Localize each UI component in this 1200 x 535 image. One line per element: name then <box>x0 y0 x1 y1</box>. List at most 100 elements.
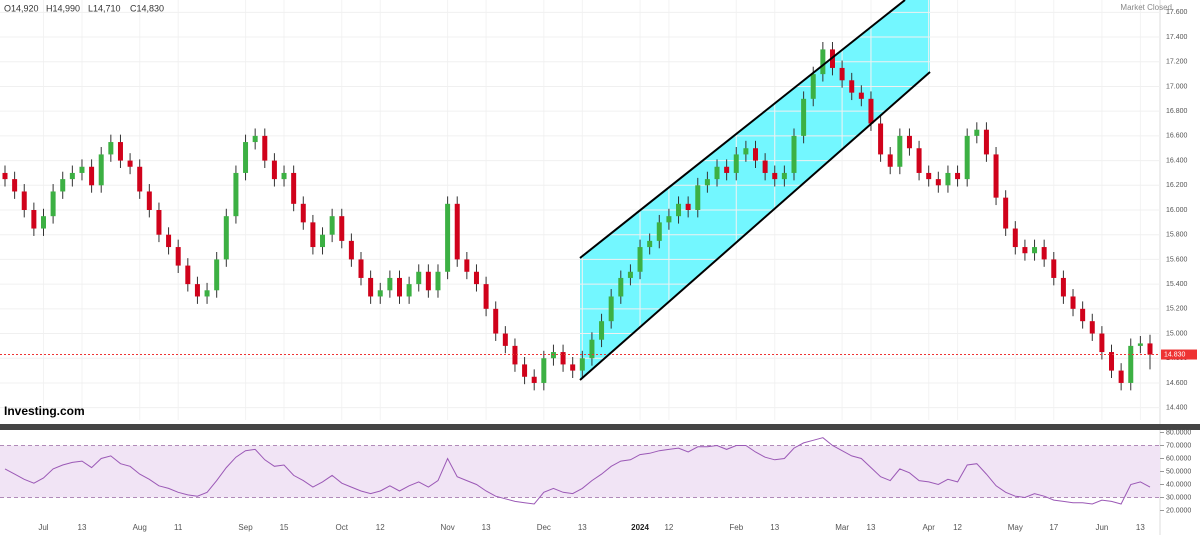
candle-body <box>945 172 951 186</box>
candle-body <box>464 259 470 272</box>
candle-body <box>916 148 922 173</box>
candle-body <box>137 166 143 192</box>
x-tick-label: Dec <box>537 523 551 532</box>
candle-body <box>733 154 739 173</box>
candle-body <box>599 321 605 340</box>
candle-body <box>98 154 104 186</box>
candle-body <box>146 191 152 210</box>
candle-body <box>993 154 999 198</box>
candle-body <box>40 216 46 229</box>
current-price-box <box>1161 349 1197 360</box>
y-tick-label: 17.200 <box>1166 59 1188 66</box>
candle-body <box>704 179 710 186</box>
candle-body <box>60 179 66 192</box>
y-tick-label: 15.800 <box>1166 232 1188 239</box>
x-tick-label: Apr <box>922 523 935 532</box>
candle-body <box>839 67 845 81</box>
candle-body <box>1089 321 1095 334</box>
current-price-label: 14.830 <box>1164 351 1186 358</box>
candle-body <box>329 216 335 235</box>
candle-body <box>762 160 768 173</box>
candle-body <box>983 129 989 155</box>
candle-body <box>589 339 595 359</box>
candle-body <box>204 290 210 297</box>
x-tick-label: 12 <box>953 523 962 532</box>
candle-body <box>1032 247 1038 254</box>
y-tick-label: 15.400 <box>1166 281 1188 288</box>
x-tick-label: Aug <box>133 523 147 532</box>
candle-body <box>820 49 826 75</box>
candle-body <box>69 172 75 180</box>
marks: 14.40014.60014.80015.00015.20015.40015.6… <box>0 3 1197 532</box>
x-tick-label: Mar <box>835 523 849 532</box>
candle-body <box>1041 247 1047 260</box>
candle-body <box>627 271 633 278</box>
y-tick-label: 15.200 <box>1166 306 1188 313</box>
candle-body <box>906 135 912 149</box>
y-tick-label: 16.400 <box>1166 157 1188 164</box>
y-tick-label: 70.0000 <box>1166 442 1191 449</box>
candle-body <box>233 172 239 217</box>
candle-body <box>194 284 200 297</box>
candle-body <box>685 203 691 210</box>
candle-body <box>579 358 585 371</box>
y-tick-label: 17.600 <box>1166 9 1188 16</box>
candle-body <box>531 376 537 383</box>
candle-body <box>156 210 162 235</box>
x-tick-label: 12 <box>376 523 385 532</box>
candle-body <box>772 172 778 180</box>
x-tick-label: 12 <box>664 523 673 532</box>
candle-body <box>262 135 268 161</box>
y-tick-label: 16.600 <box>1166 133 1188 140</box>
candle-body <box>858 92 864 99</box>
candle-body <box>310 222 316 248</box>
candle-body <box>396 277 402 297</box>
candle-body <box>271 160 277 180</box>
candle-body <box>676 203 682 217</box>
candle-body <box>608 296 614 322</box>
y-tick-label: 14.600 <box>1166 380 1188 387</box>
y-tick-label: 16.200 <box>1166 182 1188 189</box>
channel-upper <box>579 0 906 259</box>
candle-body <box>801 98 807 136</box>
x-tick-label: 13 <box>1136 523 1145 532</box>
rsi-line <box>4 437 1151 505</box>
candle-body <box>955 172 961 180</box>
x-tick-label: Jun <box>1095 523 1108 532</box>
y-tick-label: 14.400 <box>1166 404 1188 411</box>
candle-body <box>377 290 383 297</box>
rsi-band <box>0 445 1160 498</box>
candle-body <box>781 172 787 180</box>
candle-body <box>300 203 306 223</box>
candle-body <box>223 216 229 260</box>
candle-body <box>1012 228 1018 248</box>
y-tick-label: 17.400 <box>1166 34 1188 41</box>
candle-body <box>1070 296 1076 309</box>
ohlc-text: C14,830 <box>130 3 164 13</box>
candle-body <box>897 135 903 167</box>
candle-body <box>243 142 249 173</box>
brand: Investing.com <box>4 404 85 418</box>
candle-body <box>935 179 941 186</box>
pane-divider <box>0 424 1200 430</box>
candle-body <box>493 308 499 334</box>
candle-body <box>550 352 556 359</box>
y-tick-label: 15.600 <box>1166 256 1188 263</box>
ohlc-text: H14,990 <box>46 3 80 13</box>
candle-body <box>12 179 18 192</box>
candle-body <box>1080 308 1086 322</box>
y-tick-label: 40.0000 <box>1166 481 1191 488</box>
candle-body <box>108 142 114 155</box>
candle-body <box>2 172 8 180</box>
y-tick-label: 80.0000 <box>1166 429 1191 436</box>
x-tick-label: Oct <box>336 523 349 532</box>
candle-body <box>416 271 422 285</box>
candle-body <box>368 277 374 297</box>
y-tick-label: 16.800 <box>1166 108 1188 115</box>
candle-body <box>714 166 720 180</box>
candle-body <box>166 234 172 248</box>
candle-body <box>79 166 85 173</box>
candle-body <box>618 277 624 297</box>
candle-body <box>1022 247 1028 254</box>
